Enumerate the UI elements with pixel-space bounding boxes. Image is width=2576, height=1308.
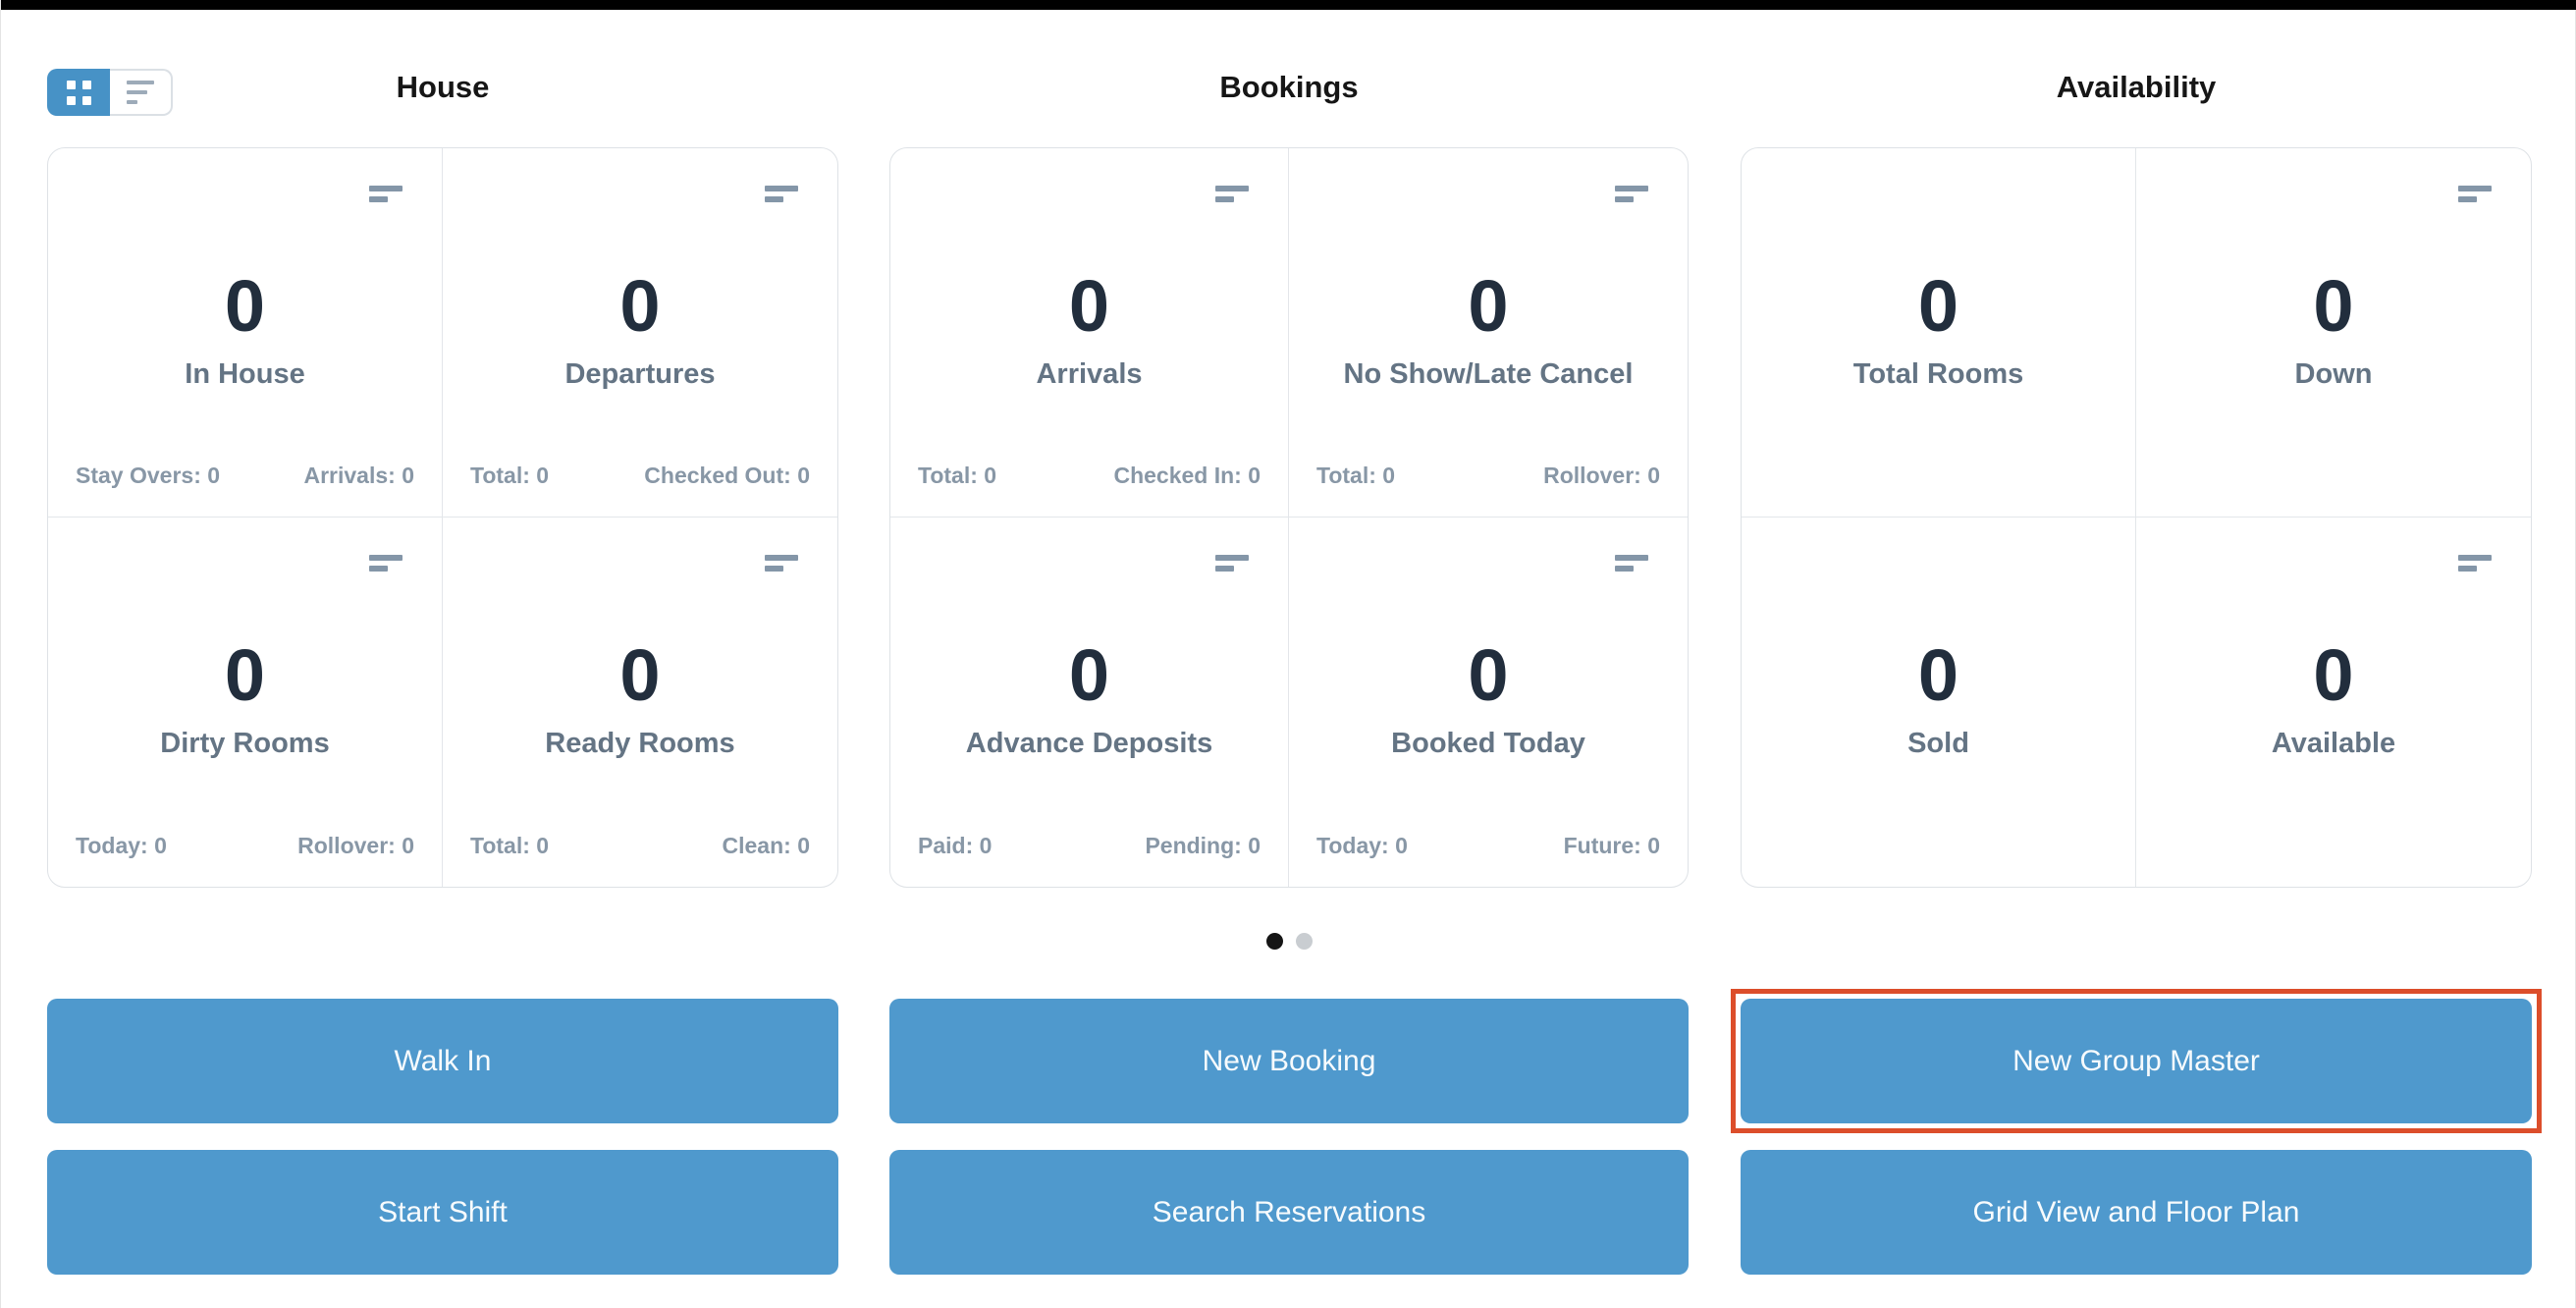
grid-view-icon xyxy=(66,80,91,105)
stat-right: Rollover: 0 xyxy=(297,833,414,858)
card-dirty-rooms[interactable]: 0 Dirty Rooms Today: 0 Rollover: 0 xyxy=(48,518,443,887)
stat-label: Down xyxy=(2294,358,2373,390)
card-available[interactable]: 0 Available xyxy=(2136,518,2531,887)
stat-label: Available xyxy=(2271,728,2396,759)
grid-view-button[interactable] xyxy=(47,69,110,116)
stat-value: 0 xyxy=(2313,265,2354,347)
top-black-bar xyxy=(1,0,2576,10)
grid-view-floor-plan-button[interactable]: Grid View and Floor Plan xyxy=(1741,1150,2532,1275)
stat-value: 0 xyxy=(619,265,661,347)
stat-left: Today: 0 xyxy=(1316,833,1408,858)
list-view-button[interactable] xyxy=(110,69,173,116)
carousel-dot-2[interactable] xyxy=(1295,933,1313,950)
house-panel: 0 In House Stay Overs: 0 Arrivals: 0 0 D… xyxy=(47,147,838,888)
card-in-house[interactable]: 0 In House Stay Overs: 0 Arrivals: 0 xyxy=(48,148,443,518)
bookings-panel: 0 Arrivals Total: 0 Checked In: 0 0 No S… xyxy=(889,147,1689,888)
stat-right: Checked Out: 0 xyxy=(644,463,810,488)
card-menu-icon[interactable] xyxy=(765,186,798,202)
card-advance-deposits[interactable]: 0 Advance Deposits Paid: 0 Pending: 0 xyxy=(890,518,1289,887)
stat-label: Ready Rooms xyxy=(545,728,735,759)
stat-right: Pending: 0 xyxy=(1145,833,1261,858)
card-departures[interactable]: 0 Departures Total: 0 Checked Out: 0 xyxy=(443,148,837,518)
card-menu-icon[interactable] xyxy=(2458,186,2492,202)
card-total-rooms[interactable]: 0 Total Rooms xyxy=(1742,148,2136,518)
stat-left: Today: 0 xyxy=(76,833,167,858)
stat-left: Total: 0 xyxy=(470,463,550,488)
stat-value: 0 xyxy=(1917,634,1959,716)
stat-value: 0 xyxy=(1468,265,1509,347)
stat-value: 0 xyxy=(619,634,661,716)
stat-label: Sold xyxy=(1907,728,1969,759)
section-title-bookings: Bookings xyxy=(1219,70,1359,104)
card-menu-icon[interactable] xyxy=(369,555,402,572)
stat-right: Clean: 0 xyxy=(722,833,810,858)
view-mode-toggle xyxy=(47,69,173,116)
section-title-house: House xyxy=(396,70,490,104)
card-menu-icon[interactable] xyxy=(1615,555,1648,572)
stat-left: Total: 0 xyxy=(470,833,550,858)
stat-right: Future: 0 xyxy=(1563,833,1660,858)
carousel-dots xyxy=(889,933,1689,950)
availability-panel: 0 Total Rooms 0 Down 0 Sold 0 Available xyxy=(1741,147,2532,888)
stat-left: Total: 0 xyxy=(918,463,997,488)
stat-right: Checked In: 0 xyxy=(1113,463,1261,488)
start-shift-button[interactable]: Start Shift xyxy=(47,1150,838,1275)
stat-right: Arrivals: 0 xyxy=(303,463,414,488)
stat-value: 0 xyxy=(224,265,266,347)
card-menu-icon[interactable] xyxy=(1615,186,1648,202)
carousel-dot-1[interactable] xyxy=(1265,933,1283,950)
card-menu-icon[interactable] xyxy=(1215,186,1249,202)
card-menu-icon[interactable] xyxy=(1215,555,1249,572)
section-title-availability: Availability xyxy=(2056,70,2217,104)
stat-left: Total: 0 xyxy=(1316,463,1396,488)
stat-value: 0 xyxy=(1468,634,1509,716)
stat-label: In House xyxy=(185,358,305,390)
stat-label: No Show/Late Cancel xyxy=(1343,358,1634,390)
stat-value: 0 xyxy=(224,634,266,716)
new-group-master-button[interactable]: New Group Master xyxy=(1741,999,2532,1123)
stat-label: Booked Today xyxy=(1391,728,1585,759)
list-view-icon xyxy=(127,81,154,104)
stat-value: 0 xyxy=(1068,634,1110,716)
card-no-show-late-cancel[interactable]: 0 No Show/Late Cancel Total: 0 Rollover:… xyxy=(1289,148,1688,518)
card-menu-icon[interactable] xyxy=(765,555,798,572)
stat-value: 0 xyxy=(1068,265,1110,347)
stat-label: Advance Deposits xyxy=(965,728,1213,759)
stat-value: 0 xyxy=(2313,634,2354,716)
card-menu-icon[interactable] xyxy=(2458,555,2492,572)
card-menu-icon[interactable] xyxy=(369,186,402,202)
card-booked-today[interactable]: 0 Booked Today Today: 0 Future: 0 xyxy=(1289,518,1688,887)
card-ready-rooms[interactable]: 0 Ready Rooms Total: 0 Clean: 0 xyxy=(443,518,837,887)
card-arrivals[interactable]: 0 Arrivals Total: 0 Checked In: 0 xyxy=(890,148,1289,518)
stat-label: Dirty Rooms xyxy=(160,728,330,759)
new-booking-button[interactable]: New Booking xyxy=(889,999,1689,1123)
walk-in-button[interactable]: Walk In xyxy=(47,999,838,1123)
stat-label: Departures xyxy=(564,358,716,390)
stat-label: Arrivals xyxy=(1036,358,1143,390)
card-sold[interactable]: 0 Sold xyxy=(1742,518,2136,887)
stat-right: Rollover: 0 xyxy=(1543,463,1660,488)
stat-label: Total Rooms xyxy=(1852,358,2024,390)
stat-left: Stay Overs: 0 xyxy=(76,463,221,488)
stat-value: 0 xyxy=(1917,265,1959,347)
search-reservations-button[interactable]: Search Reservations xyxy=(889,1150,1689,1275)
card-down[interactable]: 0 Down xyxy=(2136,148,2531,518)
stat-left: Paid: 0 xyxy=(918,833,993,858)
